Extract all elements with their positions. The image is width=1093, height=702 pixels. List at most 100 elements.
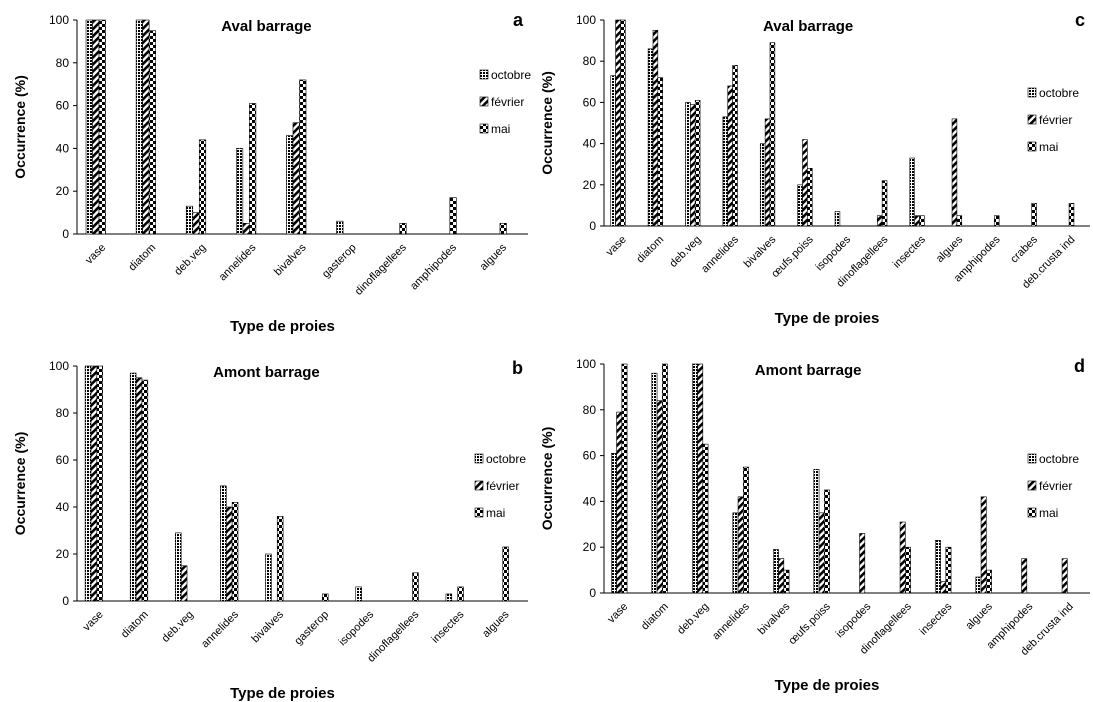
bar-mai [807,168,813,227]
bar-mai [919,215,925,227]
bar-mai [457,586,464,602]
bar-fevrier [242,223,250,235]
y-tick-label: 60 [56,99,70,113]
y-axis-label: Occurrence (%) [12,75,28,178]
x-tick-label: bivalves [249,608,286,645]
y-tick-label: 20 [583,540,597,554]
bar-octobre [685,102,691,227]
y-tick-label: 0 [62,227,69,241]
y-tick-label: 0 [589,586,596,600]
legend-label-mai: mai [486,506,505,520]
bar-mai [905,546,911,594]
bar-mai [299,79,307,235]
bar-mai [148,30,156,235]
bar-fevrier [652,29,659,227]
chart-title: Aval barrage [221,18,311,35]
panel-letter: b [512,358,523,378]
bar-mai [249,103,257,235]
bar-mai [620,19,626,227]
chart-panel-a: 0 20 40 60 80 100 Occurrence (%) Aval barrage a v… [12,10,531,335]
bar-mai [986,569,992,594]
bar-octobre [772,549,779,594]
bar-mai [499,223,507,235]
y-tick-label: 40 [583,494,597,508]
x-axis-label: Type de proies [230,318,335,335]
y-tick-label: 40 [56,141,70,155]
x-tick-label: algues [934,233,966,265]
bar-octobre [651,372,658,594]
bar-fevrier [764,118,771,227]
y-tick-label: 80 [583,54,597,68]
bar-octobre [647,48,654,227]
legend-label-mai: mai [1039,140,1058,154]
y-tick-label: 40 [56,500,70,514]
legend: octobre février mai [1027,452,1079,520]
x-tick-label: diatom [639,601,671,633]
x-tick-label: diatom [634,234,666,266]
x-axis-label: Type de proies [230,685,335,702]
bar-fevrier [292,122,300,235]
bar-fevrier [690,104,696,227]
panel-letter: d [1074,356,1085,376]
chart-title: Amont barrage [213,364,320,381]
legend-label-fevrier: février [1039,113,1072,127]
y-axis-label: Occurrence (%) [12,432,28,535]
bar-octobre [732,512,739,594]
legend-swatch-fevrier [474,480,484,491]
bar-octobre [722,116,729,227]
legend-swatch-octobre [479,69,489,80]
legend-swatch-octobre [1027,87,1037,98]
x-tick-label: vase [605,601,630,626]
bar-mai [1068,203,1075,227]
x-tick-label: œufs.poiss [786,600,833,647]
bar-fevrier [192,212,200,235]
bar-octobre [445,593,453,602]
legend-label-octobre: octobre [1039,86,1079,100]
y-tick-label: 60 [583,449,597,463]
bar-octobre [797,184,803,227]
x-tick-label: algues [480,608,512,640]
bar-octobre [129,372,137,602]
bar-fevrier [737,496,744,594]
panel-letter: c [1075,10,1085,30]
y-tick-label: 100 [576,357,596,371]
x-tick-label: vase [604,234,629,259]
bar-fevrier [1021,558,1028,594]
bar-octobre [975,576,982,594]
bar-fevrier [802,139,808,227]
x-tick-label: amphipodes [408,241,459,292]
bar-octobre [759,143,766,227]
legend-label-octobre: octobre [1039,452,1079,466]
legend-swatch-mai [479,123,489,134]
bar-mai [399,223,407,235]
x-tick-label: vase [83,242,108,267]
legend-label-fevrier: février [486,479,519,493]
bar-octobre [265,553,272,602]
x-tick-label: insectes [917,600,954,637]
bar-mai [732,65,738,227]
bar-fevrier [225,506,233,602]
bar-mai [231,501,239,602]
legend-swatch-fevrier [1027,480,1037,491]
bar-octobre [236,148,244,235]
x-tick-label: deb.veg [160,609,196,645]
bar-mai [769,42,776,227]
bar-mai [881,180,888,227]
bar-octobre [813,469,820,594]
bar-mai [743,466,749,594]
x-axis-label: Type de proies [775,677,880,694]
y-tick-label: 100 [576,13,596,27]
y-axis-label: Occurrence (%) [539,71,555,174]
y-tick-label: 100 [49,359,69,373]
y-tick-label: 60 [56,453,70,467]
bar-mai [322,593,329,602]
bar-fevrier [899,521,906,594]
legend-label-octobre: octobre [486,452,526,466]
bar-mai [945,546,952,594]
bar-fevrier [818,512,825,594]
bar-fevrier [615,19,621,227]
bar-mai [1031,203,1037,227]
x-axis-label: Type de proies [775,310,880,327]
panel-letter: a [513,10,524,30]
bar-mai [96,365,104,602]
